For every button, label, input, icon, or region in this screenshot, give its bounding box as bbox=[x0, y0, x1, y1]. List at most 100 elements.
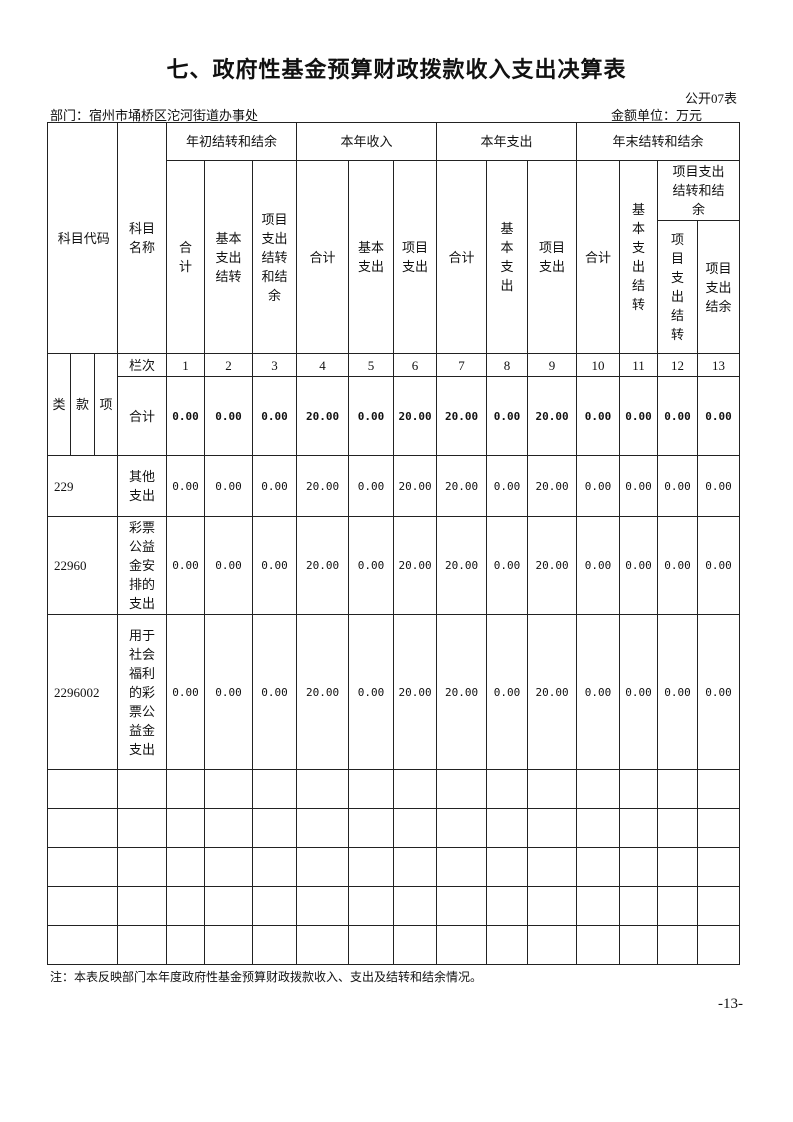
header-kuan: 款 bbox=[70, 353, 95, 456]
empty-cell bbox=[576, 847, 621, 887]
col-index: 6 bbox=[393, 353, 438, 377]
col-index: 13 bbox=[697, 353, 741, 377]
empty-row bbox=[46, 886, 741, 926]
header-group-expense: 本年支出 bbox=[436, 122, 578, 161]
row-code: 2296002 bbox=[46, 614, 119, 770]
cell-value: 0.00 bbox=[619, 376, 659, 456]
cell-value: 0.00 bbox=[348, 516, 395, 615]
empty-cell bbox=[252, 847, 298, 887]
cell-value: 20.00 bbox=[296, 376, 350, 456]
empty-cell bbox=[657, 886, 699, 926]
empty-cell bbox=[527, 886, 578, 926]
header-col: 项目支出 bbox=[527, 160, 578, 354]
cell-value: 0.00 bbox=[204, 516, 254, 615]
empty-cell bbox=[527, 925, 578, 965]
empty-cell bbox=[348, 886, 395, 926]
row-code: 22960 bbox=[46, 516, 119, 615]
empty-cell bbox=[697, 847, 741, 887]
empty-cell bbox=[393, 925, 438, 965]
empty-cell bbox=[619, 925, 659, 965]
cell-value: 0.00 bbox=[204, 455, 254, 517]
header-group-opening: 年初结转和结余 bbox=[166, 122, 298, 161]
col-index-label: 栏次 bbox=[117, 353, 168, 377]
cell-value: 20.00 bbox=[296, 516, 350, 615]
empty-cell bbox=[697, 886, 741, 926]
cell-value: 20.00 bbox=[436, 455, 488, 517]
col-index: 12 bbox=[657, 353, 699, 377]
header-col: 基本支出结转 bbox=[204, 160, 254, 354]
header-col: 基本支出结转 bbox=[619, 160, 659, 354]
cell-value: 0.00 bbox=[166, 455, 206, 517]
cell-value: 20.00 bbox=[527, 516, 578, 615]
empty-row bbox=[46, 925, 741, 965]
empty-cell bbox=[46, 886, 119, 926]
empty-cell bbox=[393, 808, 438, 848]
empty-cell bbox=[204, 886, 254, 926]
unit-label: 金额单位：万元 bbox=[611, 108, 703, 123]
empty-cell bbox=[252, 925, 298, 965]
empty-cell bbox=[166, 769, 206, 809]
header-name: 科目名称 bbox=[117, 122, 168, 354]
col-index: 3 bbox=[252, 353, 298, 377]
empty-cell bbox=[576, 769, 621, 809]
empty-cell bbox=[393, 769, 438, 809]
row-name: 用于社会福利的彩票公益金支出 bbox=[117, 614, 168, 770]
cell-value: 0.00 bbox=[486, 516, 529, 615]
table-row: 229 其他支出 0.00 0.00 0.00 20.00 0.00 20.00… bbox=[46, 455, 741, 517]
empty-cell bbox=[46, 808, 119, 848]
empty-cell bbox=[527, 769, 578, 809]
table-row: 22960 彩票公益金安排的支出 0.00 0.00 0.00 20.00 0.… bbox=[46, 516, 741, 615]
header-col: 合计 bbox=[296, 160, 350, 354]
empty-cell bbox=[166, 886, 206, 926]
cell-value: 20.00 bbox=[393, 516, 438, 615]
empty-cell bbox=[393, 847, 438, 887]
cell-value: 20.00 bbox=[436, 614, 488, 770]
empty-cell bbox=[619, 769, 659, 809]
cell-value: 0.00 bbox=[486, 614, 529, 770]
cell-value: 0.00 bbox=[576, 614, 621, 770]
empty-cell bbox=[486, 925, 529, 965]
cell-value: 0.00 bbox=[657, 614, 699, 770]
empty-cell bbox=[348, 808, 395, 848]
empty-cell bbox=[486, 886, 529, 926]
empty-cell bbox=[166, 808, 206, 848]
empty-cell bbox=[166, 847, 206, 887]
cell-value: 20.00 bbox=[393, 455, 438, 517]
empty-cell bbox=[296, 886, 350, 926]
empty-cell bbox=[619, 886, 659, 926]
cell-value: 0.00 bbox=[619, 455, 659, 517]
cell-value: 0.00 bbox=[576, 376, 621, 456]
cell-value: 0.00 bbox=[697, 376, 741, 456]
cell-value: 0.00 bbox=[657, 376, 699, 456]
empty-cell bbox=[204, 925, 254, 965]
cell-value: 0.00 bbox=[252, 516, 298, 615]
empty-cell bbox=[576, 886, 621, 926]
cell-value: 0.00 bbox=[697, 516, 741, 615]
empty-row bbox=[46, 769, 741, 809]
empty-cell bbox=[46, 847, 119, 887]
cell-value: 20.00 bbox=[393, 614, 438, 770]
row-name: 合计 bbox=[117, 376, 168, 456]
empty-cell bbox=[576, 925, 621, 965]
cell-value: 20.00 bbox=[527, 376, 578, 456]
empty-cell bbox=[436, 808, 488, 848]
header-lei: 类 bbox=[47, 353, 71, 456]
cell-value: 0.00 bbox=[657, 516, 699, 615]
empty-row bbox=[46, 847, 741, 887]
empty-cell bbox=[117, 925, 168, 965]
header-code: 科目代码 bbox=[46, 122, 119, 354]
cell-value: 0.00 bbox=[166, 376, 206, 456]
empty-cell bbox=[46, 925, 119, 965]
header-col: 项目支出结转和结余 bbox=[657, 160, 741, 221]
fund-budget-table: 科目代码 科目名称 年初结转和结余 本年收入 本年支出 年末结转和结余 合计 基… bbox=[46, 122, 741, 965]
empty-cell bbox=[697, 769, 741, 809]
col-index: 9 bbox=[527, 353, 578, 377]
empty-cell bbox=[252, 808, 298, 848]
table-row-total: 合计 0.00 0.00 0.00 20.00 0.00 20.00 20.00… bbox=[48, 376, 741, 456]
header-col: 基本支出 bbox=[486, 160, 529, 354]
empty-cell bbox=[117, 847, 168, 887]
empty-cell bbox=[117, 769, 168, 809]
col-index: 2 bbox=[204, 353, 254, 377]
empty-cell bbox=[486, 847, 529, 887]
cell-value: 0.00 bbox=[619, 516, 659, 615]
